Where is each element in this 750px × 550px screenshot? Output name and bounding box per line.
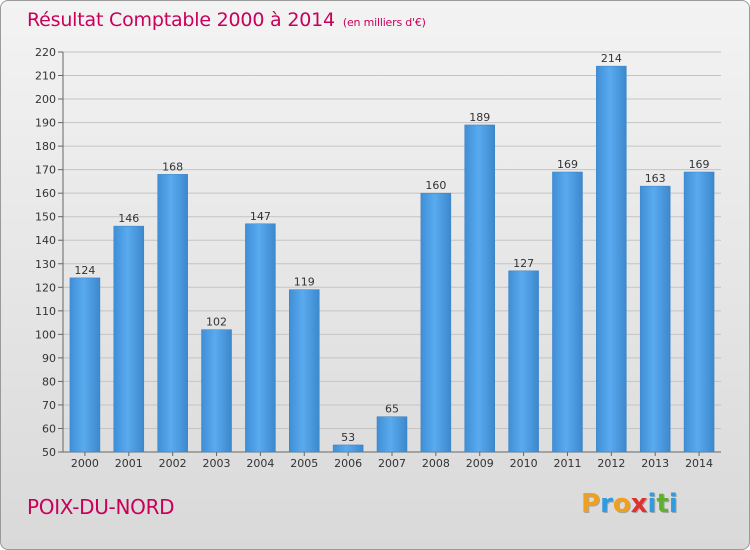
data-label: 102 (206, 316, 227, 329)
data-label: 169 (689, 158, 710, 171)
bar-2008 (420, 192, 452, 453)
y-tick-label: 50 (42, 446, 56, 459)
y-tick-label: 140 (35, 234, 56, 247)
y-tick-label: 80 (42, 375, 56, 388)
x-tick-label: 2003 (203, 457, 231, 470)
data-label: 53 (341, 431, 355, 444)
y-tick-label: 120 (35, 281, 56, 294)
x-tick-label: 2007 (378, 457, 406, 470)
data-label: 127 (513, 257, 534, 270)
chart-subtitle: (en milliers d'€) (342, 16, 426, 29)
x-tick-label: 2011 (553, 457, 581, 470)
chart-title-text: Résultat Comptable 2000 à 2014 (27, 9, 335, 31)
bar-2006 (332, 444, 364, 453)
x-tick-label: 2009 (466, 457, 494, 470)
bar-2001 (113, 225, 145, 453)
x-tick-label: 2004 (246, 457, 274, 470)
brand-letter: o (612, 489, 631, 519)
data-label: 169 (557, 158, 578, 171)
data-label: 65 (385, 403, 399, 416)
bar-2000 (69, 277, 101, 453)
bar-2012 (596, 65, 627, 453)
y-tick-label: 200 (35, 93, 56, 106)
bars (69, 65, 715, 453)
brand-letter: t (656, 489, 669, 519)
bar-2005 (289, 289, 320, 453)
brand-letter: i (647, 489, 657, 519)
y-tick-label: 100 (35, 328, 56, 341)
bar-2014 (683, 171, 715, 453)
data-label: 163 (645, 172, 666, 185)
bar-2011 (552, 171, 583, 453)
brand-letter: P (581, 489, 601, 519)
brand-letter: r (600, 489, 613, 519)
bar-2010 (508, 270, 539, 453)
bar-2004 (245, 223, 276, 453)
location-name: POIX-DU-NORD (27, 495, 175, 519)
y-tick-label: 70 (42, 399, 56, 412)
brand-logo: Proxiti (581, 489, 678, 519)
bar-2013 (639, 185, 671, 453)
y-tick-label: 130 (35, 258, 56, 271)
labels: 2000 124 2001 146 2002 168 2003 102 2004 147 2005 1… (71, 52, 713, 470)
x-tick-label: 2006 (334, 457, 362, 470)
data-label: 160 (425, 179, 446, 192)
data-label: 147 (250, 210, 271, 223)
y-tick-label: 160 (35, 187, 56, 200)
y-tick-label: 170 (35, 164, 56, 177)
data-label: 119 (294, 276, 315, 289)
x-tick-label: 2008 (422, 457, 450, 470)
data-label: 189 (469, 111, 490, 124)
data-label: 146 (118, 212, 139, 225)
y-tick-label: 210 (35, 70, 56, 83)
x-tick-label: 2014 (685, 457, 713, 470)
bar-2007 (376, 416, 408, 453)
y-tick-label: 60 (42, 422, 56, 435)
x-tick-label: 2000 (71, 457, 99, 470)
x-tick-label: 2010 (510, 457, 538, 470)
y-tick-label: 180 (35, 140, 56, 153)
brand-letter: i (668, 489, 678, 519)
data-label: 214 (601, 52, 622, 65)
y-tick-label: 220 (35, 46, 56, 59)
bar-2002 (157, 174, 188, 453)
y-tick-label: 190 (35, 117, 56, 130)
y-tick-label: 150 (35, 211, 56, 224)
x-tick-label: 2012 (597, 457, 625, 470)
x-tick-label: 2005 (290, 457, 318, 470)
y-tick-label: 90 (42, 352, 56, 365)
y-tick-label: 110 (35, 305, 56, 318)
chart-title: Résultat Comptable 2000 à 2014 (en millie… (27, 9, 426, 31)
bar-2003 (201, 329, 232, 453)
x-tick-label: 2001 (115, 457, 143, 470)
brand-letter: x (630, 489, 648, 519)
data-label: 168 (162, 160, 183, 173)
bar-2009 (464, 124, 495, 453)
x-tick-label: 2002 (159, 457, 187, 470)
x-tick-label: 2013 (641, 457, 669, 470)
data-label: 124 (74, 264, 95, 277)
